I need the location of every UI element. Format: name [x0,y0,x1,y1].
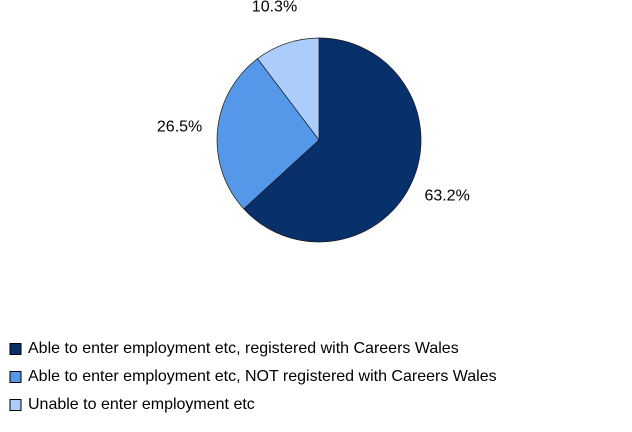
pie-slice [243,37,422,243]
pie-slice [257,37,320,142]
legend-label: Able to enter employment etc, registered… [28,340,459,357]
data-label: 26.5% [157,118,202,135]
data-label: 10.3% [252,0,297,16]
pie-slice [216,58,320,210]
legend-label: Unable to enter employment etc [28,396,255,413]
data-label: 63.2% [424,188,469,205]
legend-swatch [9,343,22,355]
legend-swatch [9,371,22,383]
legend-swatch [9,399,22,411]
legend-label: Able to enter employment etc, NOT regist… [28,368,497,385]
